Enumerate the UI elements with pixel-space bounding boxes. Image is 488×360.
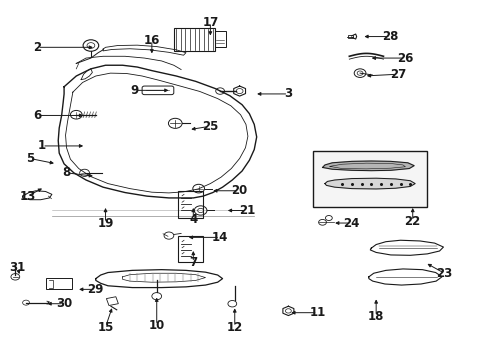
Text: 8: 8 — [62, 166, 70, 179]
Bar — [312, 151, 427, 207]
Text: 30: 30 — [56, 297, 72, 310]
Text: 13: 13 — [20, 190, 36, 203]
Text: 22: 22 — [404, 215, 420, 228]
Text: 15: 15 — [97, 320, 114, 333]
Text: 7: 7 — [189, 256, 197, 269]
Text: 16: 16 — [143, 33, 160, 47]
Circle shape — [83, 40, 99, 51]
Text: 23: 23 — [435, 267, 451, 280]
Bar — [173, 28, 215, 51]
Text: 14: 14 — [211, 231, 228, 244]
Bar — [177, 191, 203, 218]
Bar — [45, 278, 72, 289]
Text: 20: 20 — [231, 184, 247, 197]
Bar — [177, 235, 203, 262]
Text: 24: 24 — [343, 216, 359, 230]
Text: 10: 10 — [148, 319, 164, 332]
Text: 29: 29 — [87, 283, 104, 296]
Text: 6: 6 — [33, 109, 41, 122]
Text: 17: 17 — [202, 16, 218, 29]
Text: 5: 5 — [26, 152, 34, 165]
Text: 11: 11 — [309, 306, 325, 319]
Text: 21: 21 — [238, 204, 255, 217]
Text: 28: 28 — [382, 30, 398, 43]
Bar — [347, 35, 352, 38]
Text: 26: 26 — [396, 51, 413, 64]
Text: 18: 18 — [367, 310, 384, 323]
Bar — [215, 31, 225, 47]
Text: 2: 2 — [33, 41, 41, 54]
Text: 4: 4 — [189, 213, 197, 226]
Polygon shape — [325, 178, 414, 189]
Bar — [106, 297, 118, 306]
Text: 1: 1 — [38, 139, 46, 152]
Polygon shape — [322, 161, 413, 171]
Text: 9: 9 — [130, 84, 139, 97]
Text: 3: 3 — [284, 87, 292, 100]
Text: 19: 19 — [97, 216, 114, 230]
Text: 12: 12 — [226, 320, 243, 333]
Text: 27: 27 — [389, 68, 406, 81]
Text: 25: 25 — [202, 120, 218, 133]
Text: 31: 31 — [10, 261, 26, 274]
